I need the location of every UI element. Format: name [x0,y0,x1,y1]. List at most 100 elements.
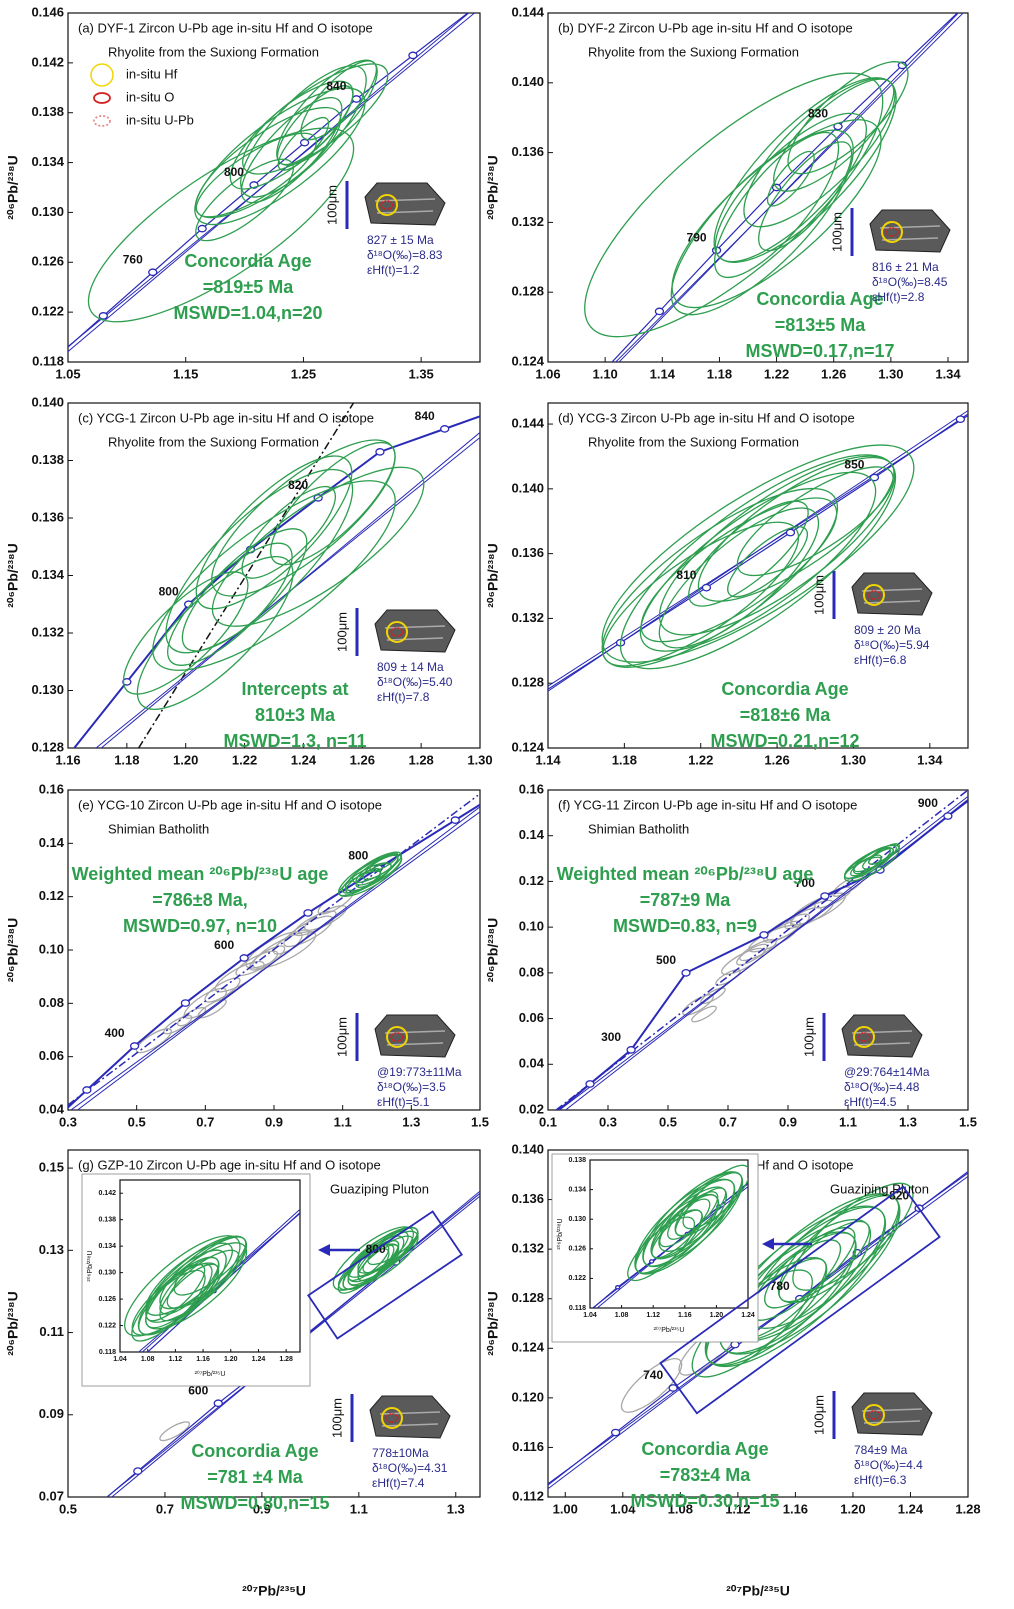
y-tick-label: 0.116 [512,1439,544,1454]
plot-frame [589,1159,749,1309]
y-tick-label: 0.142 [31,54,64,69]
zircon-info: 809 ± 20 Ma [854,623,921,637]
x-tick-label: 1.06 [535,366,560,381]
age-label: 780 [770,1279,790,1293]
y-tick-label: 0.134 [568,1186,586,1193]
hf-spot [381,1407,403,1429]
y-tick-label: 0.136 [511,545,544,560]
x-tick-label: 1.35 [408,366,433,381]
zircon-info: 778±10Ma [372,1446,429,1460]
y-tick-label: 0.130 [568,1216,586,1223]
y-tick-label: 0.16 [39,781,64,796]
data-ellipse [584,72,884,338]
data-ellipse [351,851,403,884]
x-tick-label: 0.3 [599,1114,617,1129]
age-result: Weighted mean ²⁰⁶Pb/²³⁸U age [72,864,329,884]
y-axis-label: ²⁰⁶Pb/²³⁸U [5,918,21,983]
concordia-extension [556,1083,591,1110]
discordant-ellipse [814,886,852,909]
hf-spot [386,1026,408,1048]
panel-subtitle: Shimian Batholith [108,821,209,836]
age-label: 600 [188,1383,208,1397]
x-tick-label: 1.26 [821,366,846,381]
concordia-extension [611,310,660,362]
inset-ellipse [124,1235,241,1337]
age-result: Intercepts at [241,679,348,699]
y-tick-label: 0.140 [31,394,64,409]
age-result: MSWD=0.30,n=15 [630,1491,779,1511]
age-marker [180,999,191,1007]
age-label: 820 [288,478,308,492]
x-tick-label: 1.10 [592,366,617,381]
age-label: 840 [326,79,346,93]
zoom-box [659,1185,941,1415]
zircon-info: δ¹⁸O(‰)=8.83 [367,248,443,262]
x-tick-label: 1.34 [935,366,961,381]
x-tick-label: 1.24 [741,1312,755,1319]
concordia-envelope [100,431,480,748]
zircon-info: δ¹⁸O(‰)=5.40 [377,675,453,689]
legend-label: in-situ Hf [126,66,178,81]
data-ellipse [843,844,901,882]
x-tick-label: 1.14 [650,366,676,381]
y-axis-label: ²⁰⁶Pb/²³⁸U [5,155,21,220]
panel-subtitle: Shimian Batholith [588,821,689,836]
y-tick-label: 0.120 [511,1389,544,1404]
scale-bar-label: 100μm [334,1017,349,1057]
y-tick-label: 0.15 [39,1160,64,1175]
x-tick-label: 1.28 [955,1501,980,1516]
data-ellipse [713,131,840,279]
concordia-envelope [76,806,480,1110]
age-result: =819±5 Ma [203,277,294,297]
x-tick-label: 1.28 [408,752,433,767]
data-ellipse [300,60,378,141]
plot-frame [67,1149,481,1498]
zircon-info: δ¹⁸O(‰)=3.5 [377,1080,446,1094]
x-tick-label: 1.04 [583,1312,597,1319]
y-tick-label: 0.04 [39,1101,65,1116]
y-tick-label: 0.146 [31,4,64,19]
x-tick-label: 1.12 [725,1501,750,1516]
y-tick-label: 0.12 [519,873,544,888]
age-marker [610,1428,621,1437]
age-marker [197,224,207,233]
data-ellipse [792,1182,914,1291]
age-marker [681,969,691,977]
legend-label: in-situ U-Pb [126,112,194,127]
scale-bar-label: 100μm [324,185,339,225]
data-ellipse [195,158,295,242]
concordia-extension [444,415,480,430]
age-result: =786±8 Ma, [152,890,247,910]
data-ellipse [211,466,425,627]
y-tick-label: 0.126 [31,254,64,269]
x-tick-label: 1.20 [710,1312,724,1319]
age-label: 800 [224,165,244,179]
age-marker [615,1285,621,1290]
data-ellipse [601,444,915,663]
discordant-ellipse [620,1358,683,1413]
data-ellipse [242,63,389,175]
y-tick-label: 0.118 [99,1349,116,1356]
x-tick-label: 1.22 [764,366,789,381]
inset-ellipse [627,1216,695,1282]
y-tick-label: 0.10 [39,941,64,956]
y-tick-label: 0.112 [512,1488,544,1503]
data-ellipse [195,455,353,610]
zircon-info: δ¹⁸O(‰)=4.31 [372,1461,448,1475]
y-tick-label: 0.128 [511,284,544,299]
age-label: 900 [918,796,938,810]
zircon-info: εHf(t)=1.2 [367,263,420,277]
discordia-line [555,790,968,1110]
x-tick-label: 0.7 [719,1114,737,1129]
age-result: Concordia Age [756,289,883,309]
age-result: MSWD=0.17,n=17 [745,341,894,361]
x-tick-label: 1.16 [55,752,80,767]
age-label: 500 [656,953,676,967]
inset-area [591,1164,748,1308]
zoom-box [307,1210,463,1340]
x-tick-label: 1.3 [402,1114,420,1129]
age-result: =818±6 Ma [740,705,831,725]
concordia-extension [68,315,104,348]
